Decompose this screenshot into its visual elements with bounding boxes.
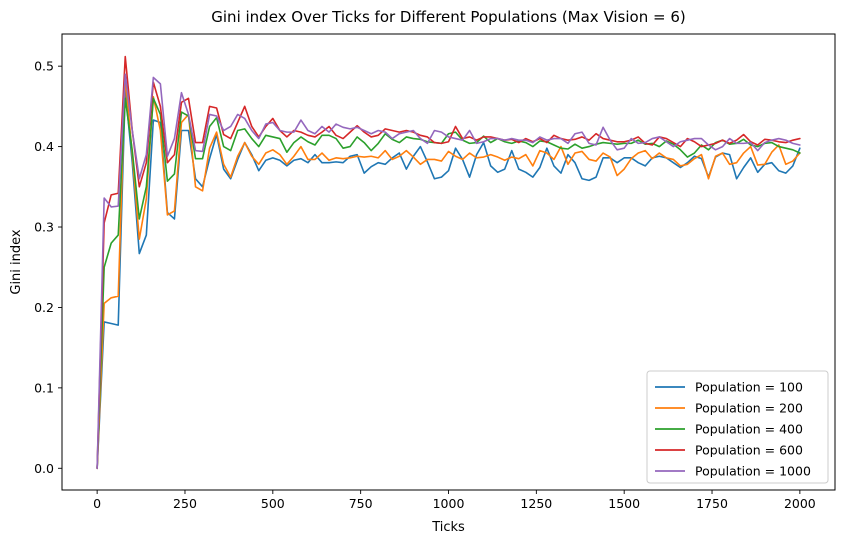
y-tick-label: 0.1 [34, 380, 54, 395]
series-line-3 [96, 97, 801, 470]
x-tick-label: 250 [173, 496, 197, 511]
y-tick-label: 0.5 [34, 59, 54, 74]
series-layer [96, 55, 801, 470]
legend-label: Population = 1000 [695, 464, 811, 479]
y-axis-label: Gini index [9, 229, 24, 295]
y-axis-ticks: 0.0 0.1 0.2 0.3 0.4 0.5 [34, 59, 62, 476]
x-tick-label: 1250 [520, 496, 552, 511]
x-tick-label: 1000 [433, 496, 465, 511]
y-tick-label: 0.0 [34, 461, 54, 476]
chart-title: Gini index Over Ticks for Different Popu… [211, 8, 685, 26]
y-tick-label: 0.4 [34, 139, 54, 154]
x-tick-label: 0 [93, 496, 101, 511]
x-tick-label: 2000 [784, 496, 816, 511]
plot-area [61, 33, 836, 491]
legend-label: Population = 200 [695, 401, 803, 416]
x-axis-ticks: 0 250 500 750 1000 1250 1500 1750 2000 [93, 490, 816, 511]
y-tick-label: 0.3 [34, 220, 54, 235]
legend-label: Population = 100 [695, 380, 803, 395]
x-tick-label: 1750 [696, 496, 728, 511]
x-tick-label: 500 [261, 496, 285, 511]
series-line-4 [96, 55, 801, 470]
x-tick-label: 1500 [608, 496, 640, 511]
legend-box [646, 370, 829, 484]
y-tick-label: 0.2 [34, 300, 54, 315]
x-tick-label: 750 [349, 496, 373, 511]
series-line-2 [96, 75, 801, 470]
legend-label: Population = 600 [695, 443, 803, 458]
legend: Population = 100 Population = 200 Populati… [646, 370, 829, 484]
series-line-5 [96, 73, 801, 470]
x-axis-label: Ticks [431, 520, 465, 535]
legend-label: Population = 400 [695, 422, 803, 437]
